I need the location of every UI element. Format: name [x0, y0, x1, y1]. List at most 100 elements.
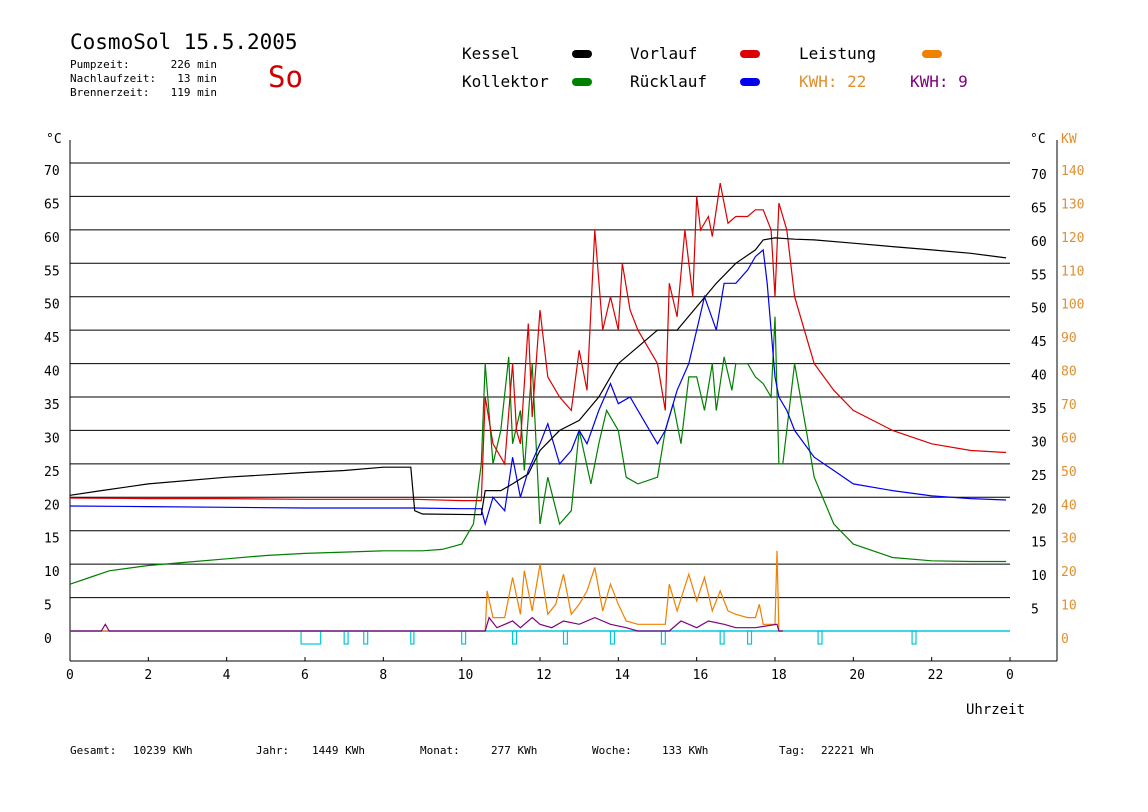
y-tick-label-left: 15	[44, 532, 60, 547]
pump-indicator-series	[70, 630, 1010, 645]
stat-brennerzeit-value: 119 min	[170, 86, 217, 99]
pump-on-marker	[461, 630, 467, 645]
y-tick-label-right-power: 100	[1061, 298, 1084, 313]
footer-monat-label: Monat:	[420, 744, 460, 757]
stat-brennerzeit-label: Brennerzeit:	[70, 86, 150, 99]
y-tick-label-left: 30	[44, 431, 60, 446]
legend-kessel-swatch	[572, 50, 592, 58]
x-axis-label: Uhrzeit	[966, 702, 1025, 718]
pump-on-marker	[343, 630, 349, 645]
series-kwh-9	[70, 616, 783, 632]
stat-pumpzeit-value: 226 min	[170, 58, 217, 71]
legend-leistung-label: Leistung	[799, 44, 877, 63]
y-tick-label-right-power: 110	[1061, 264, 1084, 279]
y-tick-label-right-power: 70	[1061, 398, 1077, 413]
series-leistung	[70, 550, 783, 632]
y-tick-label-left: 45	[44, 331, 60, 346]
x-tick-label: 4	[223, 668, 231, 683]
x-tick-label: 10	[458, 668, 474, 683]
y-tick-label-right-power: 80	[1061, 365, 1077, 380]
legend-kollektor-label: Kollektor	[462, 72, 549, 91]
y-tick-label-right-power: 20	[1061, 565, 1077, 580]
kwh-purple-total: KWH: 9	[910, 72, 968, 91]
y-tick-label-left: 10	[44, 565, 60, 580]
chart-title: CosmoSol 15.5.2005	[70, 30, 298, 54]
y-tick-label-right-power: 130	[1061, 197, 1084, 212]
footer-jahr-value: 1449 KWh	[312, 744, 365, 757]
footer-tag-label: Tag:	[779, 744, 806, 757]
pump-on-marker	[300, 630, 322, 645]
legend-ruecklauf-swatch	[740, 78, 760, 86]
y-tick-label-left: 60	[44, 231, 60, 246]
y-tick-label-right-power: 60	[1061, 431, 1077, 446]
y-tick-label-left: 20	[44, 498, 60, 513]
y-tick-label-right-power: 120	[1061, 231, 1084, 246]
y-tick-label-right-power: 10	[1061, 599, 1077, 614]
legend-ruecklauf-label: Rücklauf	[630, 72, 708, 91]
pump-on-marker	[660, 630, 666, 645]
y-tick-label-left: 0	[44, 632, 52, 647]
footer-woche-value: 133 KWh	[662, 744, 709, 757]
footer-monat-value: 277 KWh	[491, 744, 538, 757]
footer-gesamt-label: Gesamt:	[70, 744, 117, 757]
y-tick-label-right-temp: 40	[1031, 369, 1047, 384]
x-tick-label: 20	[849, 668, 865, 683]
y-tick-label-right-temp: 70	[1031, 168, 1047, 183]
x-tick-label: 6	[301, 668, 309, 683]
legend-leistung-swatch	[922, 50, 942, 58]
legend-vorlauf-label: Vorlauf	[630, 44, 698, 63]
y-tick-label-left: 5	[44, 599, 52, 614]
y-tick-label-right-power: 30	[1061, 532, 1077, 547]
pump-on-marker	[511, 630, 518, 645]
chart-tick-labels: 0 2 4 6 8 10 12 14 16 18 20 22 005101520253035404550…	[44, 164, 1084, 683]
x-tick-label: 2	[144, 668, 152, 683]
y-tick-label-left: 70	[44, 164, 60, 179]
pump-on-marker	[363, 630, 369, 645]
y-axis-unit-right-power: KW	[1061, 132, 1077, 147]
legend-kollektor-swatch	[572, 78, 592, 86]
stat-pumpzeit-label: Pumpzeit:	[70, 58, 130, 71]
legend-vorlauf-swatch	[740, 50, 760, 58]
y-tick-label-right-power: 140	[1061, 164, 1084, 179]
series-vorlauf	[69, 182, 1007, 502]
y-tick-label-left: 50	[44, 298, 60, 313]
y-axis-unit-left: °C	[46, 132, 62, 147]
y-tick-label-left: 40	[44, 365, 60, 380]
pump-on-marker	[746, 630, 753, 645]
y-axis-unit-right-temp: °C	[1030, 132, 1046, 147]
chart-grid	[70, 162, 1010, 599]
series-ruecklauf	[69, 248, 1007, 527]
chart-series-lines	[69, 182, 1007, 632]
x-tick-label: 12	[536, 668, 552, 683]
x-tick-label: 0	[66, 668, 74, 683]
y-tick-label-left: 65	[44, 197, 60, 212]
y-tick-label-right-power: 50	[1061, 465, 1077, 480]
footer-tag-value: 22221 Wh	[821, 744, 874, 757]
series-kollektor	[69, 316, 1007, 585]
x-tick-label: 18	[771, 668, 787, 683]
y-tick-label-right-power: 0	[1061, 632, 1069, 647]
y-tick-label-right-temp: 45	[1031, 335, 1047, 350]
y-tick-label-right-temp: 35	[1031, 402, 1047, 417]
weekday-label: So	[268, 60, 303, 94]
legend-kessel-label: Kessel	[462, 44, 520, 63]
y-tick-label-right-temp: 20	[1031, 502, 1047, 517]
y-tick-label-left: 25	[44, 465, 60, 480]
series-kessel	[69, 237, 1007, 516]
stat-nachlaufzeit-label: Nachlaufzeit:	[70, 72, 157, 85]
y-tick-label-left: 35	[44, 398, 60, 413]
x-tick-label: 8	[379, 668, 387, 683]
stat-nachlaufzeit-value: 13 min	[177, 72, 217, 85]
pump-on-marker	[562, 630, 569, 645]
y-tick-label-right-power: 40	[1061, 498, 1077, 513]
x-tick-label: 14	[614, 668, 630, 683]
y-tick-label-right-power: 90	[1061, 331, 1077, 346]
y-tick-label-right-temp: 50	[1031, 302, 1047, 317]
y-tick-label-right-temp: 30	[1031, 435, 1047, 450]
y-tick-label-right-temp: 65	[1031, 201, 1047, 216]
x-tick-label: 0	[1006, 668, 1014, 683]
pump-on-marker	[911, 630, 917, 645]
pump-on-marker	[817, 630, 823, 645]
y-tick-label-right-temp: 25	[1031, 469, 1047, 484]
